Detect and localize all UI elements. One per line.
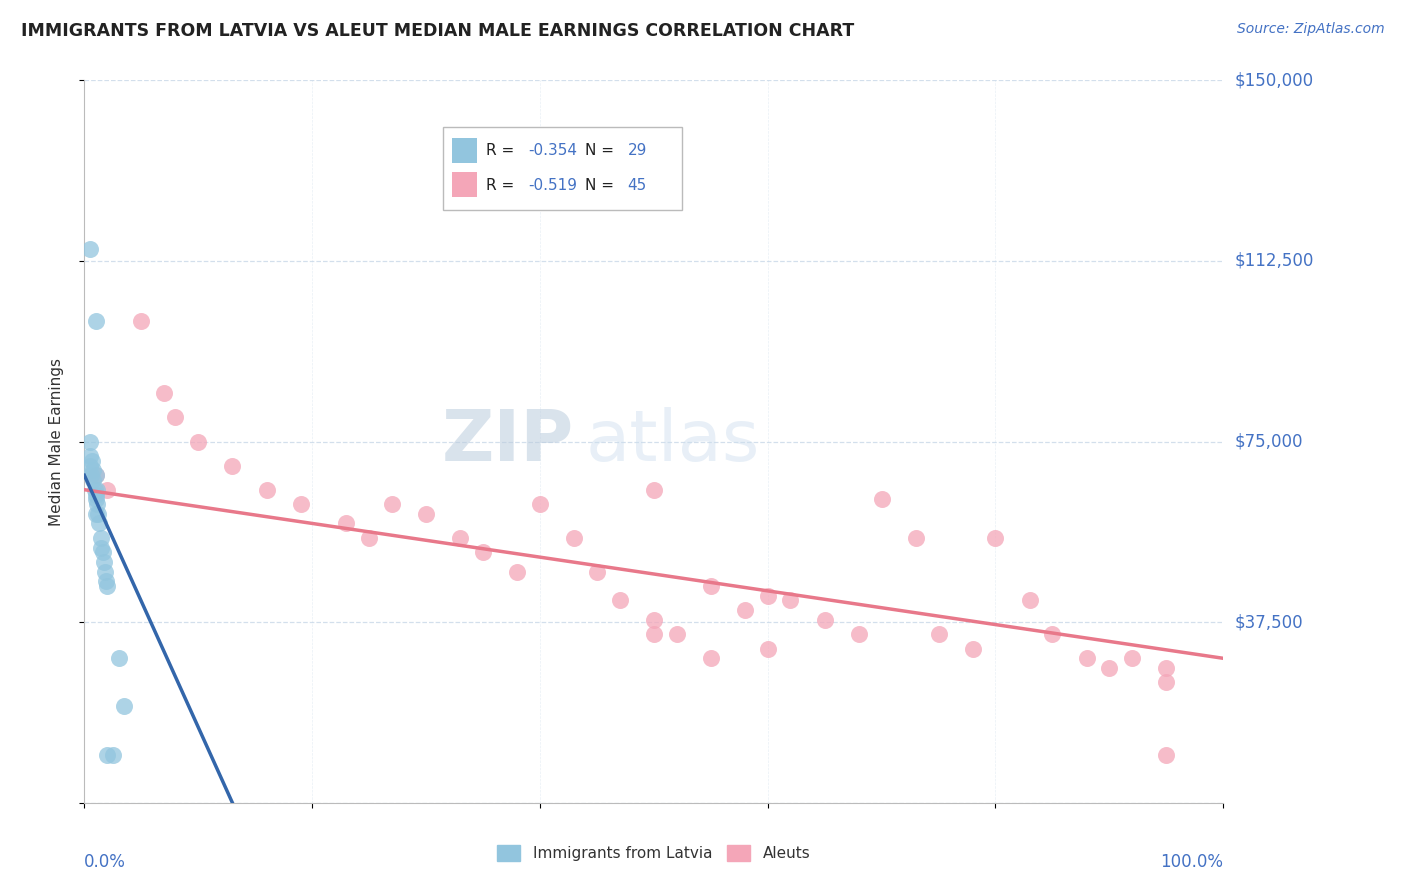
Point	[84, 507, 107, 521]
Text: 45: 45	[627, 178, 647, 193]
FancyBboxPatch shape	[443, 128, 682, 211]
Point	[1156, 675, 1178, 690]
Point	[187, 434, 209, 449]
Legend: Immigrants from Latvia, Aleuts: Immigrants from Latvia, Aleuts	[491, 839, 817, 867]
Point	[870, 492, 893, 507]
Point	[665, 627, 688, 641]
Point	[609, 593, 631, 607]
Point	[90, 531, 112, 545]
Point	[1076, 651, 1098, 665]
Point	[848, 627, 870, 641]
Point	[1156, 747, 1178, 762]
Point	[131, 314, 153, 328]
Text: -0.519: -0.519	[529, 178, 578, 193]
Point	[82, 454, 104, 468]
Point	[221, 458, 243, 473]
Point	[449, 531, 471, 545]
Point	[96, 579, 118, 593]
Point	[734, 603, 756, 617]
Point	[84, 314, 107, 328]
Point	[984, 531, 1007, 545]
Text: 100.0%: 100.0%	[1160, 854, 1223, 871]
Text: ZIP: ZIP	[441, 407, 574, 476]
Point	[1042, 627, 1064, 641]
Point	[814, 613, 837, 627]
Y-axis label: Median Male Earnings: Median Male Earnings	[49, 358, 63, 525]
Point	[80, 468, 103, 483]
Text: $112,500: $112,500	[1234, 252, 1313, 270]
Point	[79, 449, 101, 463]
Point	[381, 497, 404, 511]
Point	[756, 589, 779, 603]
Point	[562, 531, 585, 545]
Text: $150,000: $150,000	[1234, 71, 1313, 89]
Text: IMMIGRANTS FROM LATVIA VS ALEUT MEDIAN MALE EARNINGS CORRELATION CHART: IMMIGRANTS FROM LATVIA VS ALEUT MEDIAN M…	[21, 22, 855, 40]
Point	[756, 641, 779, 656]
Point	[700, 651, 723, 665]
Point	[86, 483, 108, 497]
Text: N =: N =	[585, 143, 619, 158]
Point	[928, 627, 950, 641]
Point	[643, 613, 665, 627]
Point	[1156, 661, 1178, 675]
Point	[112, 699, 135, 714]
Point	[165, 410, 187, 425]
Text: $37,500: $37,500	[1234, 613, 1303, 632]
Point	[1098, 661, 1121, 675]
Point	[79, 242, 101, 256]
Point	[82, 473, 104, 487]
Point	[89, 516, 111, 531]
Point	[415, 507, 437, 521]
Text: -0.354: -0.354	[529, 143, 578, 158]
Point	[1121, 651, 1143, 665]
Point	[84, 468, 107, 483]
Point	[79, 458, 101, 473]
Point	[84, 487, 107, 501]
Point	[107, 651, 129, 665]
Point	[86, 497, 108, 511]
Text: $75,000: $75,000	[1234, 433, 1303, 450]
Point	[962, 641, 984, 656]
Text: R =: R =	[486, 143, 519, 158]
Point	[94, 565, 117, 579]
Point	[700, 579, 723, 593]
FancyBboxPatch shape	[453, 172, 477, 197]
Point	[82, 463, 104, 477]
Point	[256, 483, 278, 497]
Point	[94, 574, 117, 589]
Point	[87, 507, 110, 521]
Point	[586, 565, 609, 579]
Point	[153, 386, 176, 401]
Point	[83, 483, 105, 497]
Point	[91, 545, 114, 559]
Point	[1018, 593, 1040, 607]
FancyBboxPatch shape	[453, 138, 477, 163]
Text: 0.0%: 0.0%	[84, 854, 127, 871]
Point	[904, 531, 927, 545]
Text: Source: ZipAtlas.com: Source: ZipAtlas.com	[1237, 22, 1385, 37]
Text: N =: N =	[585, 178, 619, 193]
Point	[79, 434, 101, 449]
Text: R =: R =	[486, 178, 519, 193]
Text: atlas: atlas	[585, 407, 759, 476]
Text: 29: 29	[627, 143, 647, 158]
Point	[101, 747, 124, 762]
Point	[359, 531, 381, 545]
Point	[96, 747, 118, 762]
Point	[335, 516, 357, 531]
Point	[93, 555, 115, 569]
Point	[506, 565, 529, 579]
Point	[96, 483, 118, 497]
Point	[290, 497, 312, 511]
Point	[529, 497, 551, 511]
Point	[643, 627, 665, 641]
Point	[84, 492, 107, 507]
Point	[472, 545, 495, 559]
Point	[643, 483, 665, 497]
Point	[779, 593, 801, 607]
Point	[84, 468, 107, 483]
Point	[90, 541, 112, 555]
